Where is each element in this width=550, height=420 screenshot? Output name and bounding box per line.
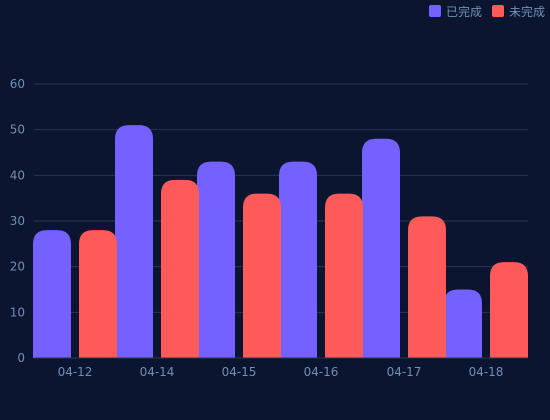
legend-swatch — [492, 5, 504, 17]
bar-incomplete-04-14 — [161, 179, 199, 358]
x-tick-label: 04-16 — [304, 365, 339, 379]
bar-incomplete-04-16 — [325, 193, 363, 358]
y-tick-label: 20 — [10, 260, 25, 274]
bar-incomplete-04-12 — [79, 230, 117, 358]
bar-completed-04-18 — [444, 289, 482, 358]
x-axis: 04-12 04-14 04-15 04-16 04-17 04-18 — [34, 357, 528, 379]
legend-swatch — [429, 5, 441, 17]
bar-completed-04-17 — [362, 138, 400, 358]
bar-incomplete-04-18 — [490, 262, 528, 358]
x-tick-label: 04-15 — [222, 365, 257, 379]
bar-completed-04-12 — [33, 230, 71, 358]
x-tick-label: 04-12 — [58, 365, 93, 379]
y-tick-label: 40 — [10, 168, 25, 182]
bar-incomplete-04-17 — [408, 216, 446, 358]
bar-completed-04-16 — [279, 161, 317, 358]
y-tick-label: 50 — [10, 123, 25, 137]
legend-label: 未完成 — [509, 4, 545, 19]
y-axis: 0 10 20 30 40 50 60 — [10, 77, 25, 365]
y-tick-label: 30 — [10, 214, 25, 228]
y-tick-label: 0 — [17, 351, 25, 365]
legend-label: 已完成 — [446, 4, 482, 19]
bar-layer — [33, 125, 528, 358]
y-tick-label: 10 — [10, 305, 25, 319]
x-tick-label: 04-17 — [387, 365, 422, 379]
legend: 已完成 未完成 — [429, 4, 545, 19]
x-tick-label: 04-14 — [140, 365, 175, 379]
bar-completed-04-15 — [197, 161, 235, 358]
bar-incomplete-04-15 — [243, 193, 281, 358]
y-tick-label: 60 — [10, 77, 25, 91]
x-tick-label: 04-18 — [469, 365, 504, 379]
bar-completed-04-14 — [115, 125, 153, 358]
